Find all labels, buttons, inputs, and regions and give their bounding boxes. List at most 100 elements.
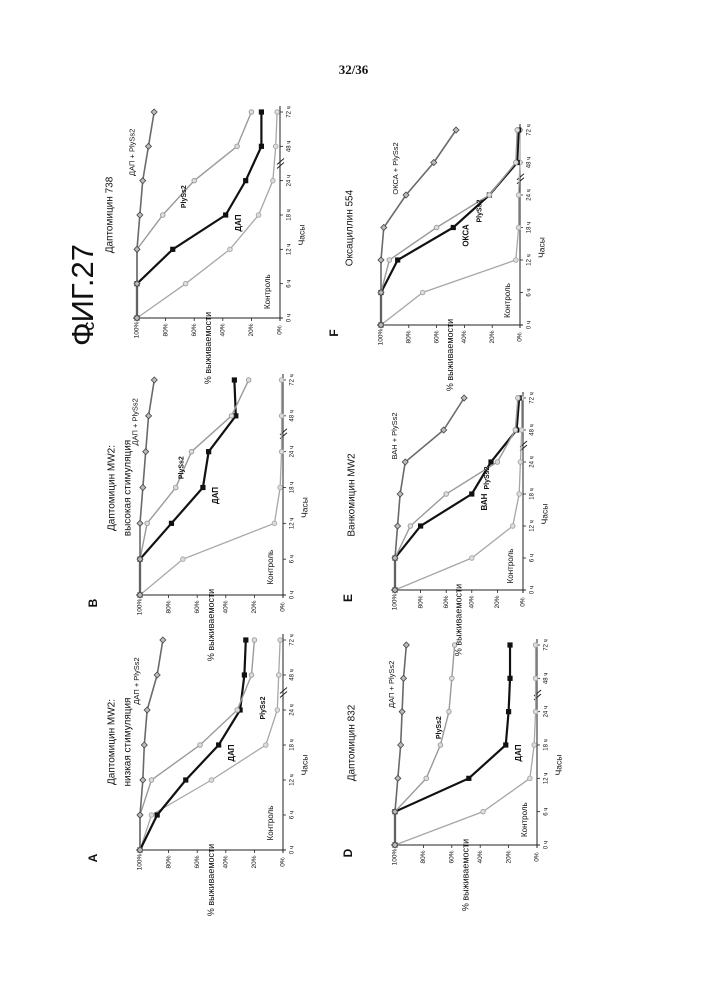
data-point (235, 708, 240, 713)
data-point (533, 643, 538, 648)
panel-letter: A (86, 853, 100, 862)
value-tick-label: 100% (137, 598, 144, 615)
series-label-lysin: PlySs2 (260, 696, 267, 719)
data-point (160, 213, 165, 218)
value-tick-label: 100% (392, 593, 399, 610)
data-point (272, 521, 277, 526)
chart-title: Даптомицин MW2: (107, 699, 118, 785)
data-point (514, 258, 519, 263)
series-drug: ДАП (137, 377, 238, 597)
data-point (249, 673, 254, 678)
series-label-lysin: PlySs2 (181, 185, 188, 208)
data-point (149, 778, 154, 783)
value-tick-label: 40% (223, 600, 230, 613)
time-tick-label: 0 ч (287, 314, 293, 322)
value-tick-label: 0% (517, 332, 524, 342)
data-point (140, 777, 146, 783)
data-point (516, 193, 521, 198)
x-axis-title: Часы (299, 497, 309, 518)
data-point (160, 637, 166, 643)
data-point (275, 110, 280, 115)
data-point (506, 709, 511, 714)
series-combo: ВАН + PlySs2 (390, 395, 467, 593)
data-point (438, 743, 443, 748)
chart-title-line-2: низкая стимуляция (123, 698, 134, 787)
data-point (387, 258, 392, 263)
series-drug: ДАП (134, 109, 264, 320)
data-point (140, 485, 146, 491)
series-label-drug: ДАП (211, 487, 220, 504)
series-label-combo: ДАП + PlySs2 (132, 657, 141, 704)
value-tick-label: 20% (251, 855, 258, 868)
time-tick-label: 72 ч (290, 634, 296, 645)
data-point (403, 642, 409, 648)
panel-letter: D (341, 848, 355, 857)
time-tick-label: 12 ч (287, 244, 293, 255)
series-label-combo: ОКСА + PlySs2 (391, 142, 400, 194)
x-axis-title: Часы (299, 755, 309, 776)
series-line-lysin (381, 130, 517, 325)
time-tick-label: 72 ч (544, 639, 550, 650)
series-label-control: Контроль (503, 283, 512, 318)
value-tick-label: 100% (137, 853, 144, 870)
data-point (249, 110, 254, 115)
data-point (532, 743, 537, 748)
time-tick-label: 24 ч (290, 704, 296, 715)
time-tick-label: 12 ч (530, 520, 536, 531)
x-axis-title: Часы (536, 237, 546, 258)
value-tick-label: 60% (433, 330, 440, 343)
data-point (418, 523, 423, 528)
value-tick-label: 0% (280, 602, 287, 612)
series-label-drug: ОКСА (461, 224, 470, 247)
data-point (216, 742, 221, 747)
data-point (487, 193, 492, 198)
data-point (198, 743, 203, 748)
chart-panel-d: 100%80%60%40%20%0%0 ч6 ч12 ч18 ч24 ч48 ч… (341, 639, 563, 911)
chart-panel-c: 100%80%60%40%20%0%0 ч6 ч12 ч18 ч24 ч48 ч… (83, 106, 306, 384)
value-tick-label: 80% (165, 855, 172, 868)
data-point (401, 675, 407, 681)
value-tick-label: 60% (191, 323, 198, 336)
data-point (450, 676, 455, 681)
time-tick-label: 6 ч (530, 554, 536, 562)
time-tick-label: 12 ч (544, 773, 550, 784)
data-point (223, 212, 228, 217)
data-point (189, 449, 194, 454)
data-point (495, 460, 500, 465)
time-tick-label: 48 ч (544, 673, 550, 684)
series-line-combo (395, 398, 464, 590)
data-point (276, 673, 281, 678)
data-point (146, 413, 152, 419)
time-tick-label: 6 ч (527, 288, 533, 296)
value-tick-label: 20% (248, 323, 255, 336)
data-point (518, 460, 523, 465)
series-lysin: PlySs2 (138, 638, 267, 853)
series-drug: ДАП (137, 637, 248, 852)
data-point (242, 672, 247, 677)
data-point (209, 778, 214, 783)
series-lysin: PlySs2 (138, 378, 251, 598)
data-point (395, 257, 400, 262)
series-label-combo: ДАП + PlySs2 (131, 398, 140, 445)
panel-letter: C (83, 321, 97, 330)
value-tick-label: 80% (420, 850, 427, 863)
data-point (444, 492, 449, 497)
time-tick-label: 0 ч (290, 846, 296, 854)
time-tick-label: 24 ч (290, 446, 296, 457)
data-point (170, 247, 175, 252)
data-point (206, 449, 211, 454)
value-tick-label: 100% (392, 848, 399, 865)
value-tick-label: 60% (194, 600, 201, 613)
series-control: Контроль (138, 638, 283, 853)
time-tick-label: 12 ч (290, 518, 296, 529)
data-point (271, 178, 276, 183)
value-tick-label: 100% (134, 321, 141, 338)
data-point (408, 524, 413, 529)
data-point (252, 638, 257, 643)
series-combo: ДАП + PlySs2 (131, 377, 158, 598)
chart-panel-f: 100%80%60%40%20%0%0 ч6 ч12 ч18 ч24 ч48 ч… (327, 124, 546, 391)
data-point (181, 557, 186, 562)
data-point (155, 812, 160, 817)
data-point (510, 524, 515, 529)
